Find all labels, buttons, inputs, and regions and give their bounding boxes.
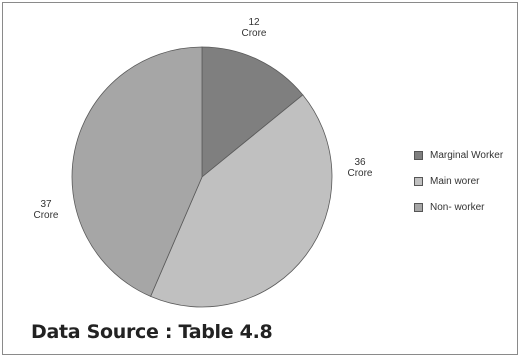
- slice-data-label: 37 Crore: [33, 199, 58, 221]
- legend-item-marginal-worker: Marginal Worker: [414, 149, 503, 162]
- legend: Marginal Worker Main worer Non- worker: [414, 149, 503, 227]
- legend-swatch: [414, 177, 423, 186]
- pie-slice-main-worer: [150, 94, 333, 308]
- data-source-caption: Data Source : Table 4.8: [31, 321, 273, 343]
- legend-item-non-worker: Non- worker: [414, 201, 503, 214]
- legend-label: Non- worker: [430, 202, 485, 213]
- legend-swatch: [414, 151, 423, 160]
- slice-data-label: 36 Crore: [347, 157, 372, 179]
- legend-swatch: [414, 203, 423, 212]
- chart-frame: 12 Crore 36 Crore 37 Crore Marginal Worker Ma…: [2, 2, 518, 355]
- pie-slice-marginal-worker: [201, 46, 304, 178]
- pie-slice-non-worker: [71, 46, 203, 297]
- slice-data-label: 12 Crore: [241, 17, 266, 39]
- legend-label: Marginal Worker: [430, 150, 504, 161]
- legend-item-main-worker: Main worer: [414, 175, 503, 188]
- pie-chart: 12 Crore 36 Crore 37 Crore: [33, 17, 373, 308]
- legend-label: Main worer: [430, 176, 480, 187]
